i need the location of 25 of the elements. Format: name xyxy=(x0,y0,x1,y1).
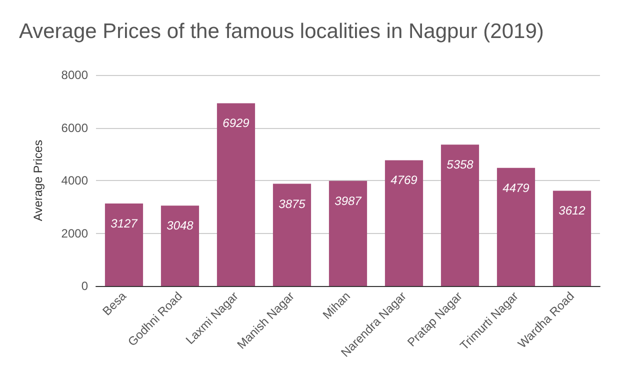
y-tick-label: 6000 xyxy=(61,120,88,135)
bar xyxy=(328,180,368,286)
data-label: 5358 xyxy=(446,158,474,172)
bar xyxy=(496,168,536,286)
data-label: 4769 xyxy=(390,173,418,188)
y-tick-label: 4000 xyxy=(61,174,88,188)
bar xyxy=(104,204,144,286)
y-axis-title: Average Prices xyxy=(31,140,45,222)
data-label: 3048 xyxy=(166,218,194,233)
y-tick-label: 0 xyxy=(81,279,88,293)
data-label: 3127 xyxy=(110,216,139,231)
data-label: 3612 xyxy=(558,204,586,218)
bar xyxy=(440,144,480,286)
bar xyxy=(384,160,424,286)
data-label: 3875 xyxy=(278,196,306,211)
bar xyxy=(216,103,256,286)
bar xyxy=(552,190,592,286)
bar xyxy=(160,206,200,286)
bar xyxy=(272,184,312,286)
y-tick-label: 8000 xyxy=(61,68,88,82)
y-tick-label: 2000 xyxy=(61,226,88,240)
chart-title: Average Prices of the famous localities in Nagpur (2019) xyxy=(19,20,544,43)
data-label: 6929 xyxy=(222,116,250,130)
data-label: 3987 xyxy=(334,194,363,208)
data-label: 4479 xyxy=(502,180,530,195)
